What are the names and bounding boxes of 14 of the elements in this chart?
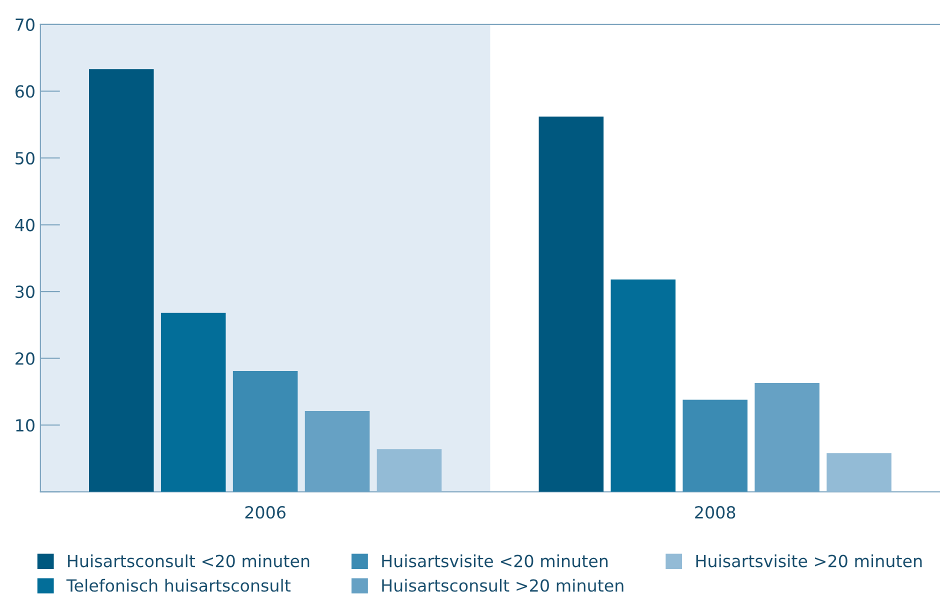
y-tick-label: 10 xyxy=(16,419,34,432)
y-tick-label: 20 xyxy=(16,352,34,365)
y-tick-label: 60 xyxy=(16,85,34,98)
y-tick-label: 30 xyxy=(16,285,34,298)
x-tick-label: 2008 xyxy=(695,506,736,519)
legend-label: Huisartsconsult >20 minuten xyxy=(382,578,624,592)
legend-label: Huisartsvisite >20 minuten xyxy=(696,554,922,568)
legend-label: Huisartsconsult <20 minuten xyxy=(68,554,310,568)
y-tick-label: 50 xyxy=(16,152,34,165)
legend-label: Huisartsvisite <20 minuten xyxy=(382,554,608,568)
y-tick-label: 70 xyxy=(16,18,34,32)
x-tick-label: 2006 xyxy=(245,506,286,519)
legend-label: Telefonisch huisartsconsult xyxy=(66,578,291,592)
y-tick-label: 40 xyxy=(15,218,34,232)
